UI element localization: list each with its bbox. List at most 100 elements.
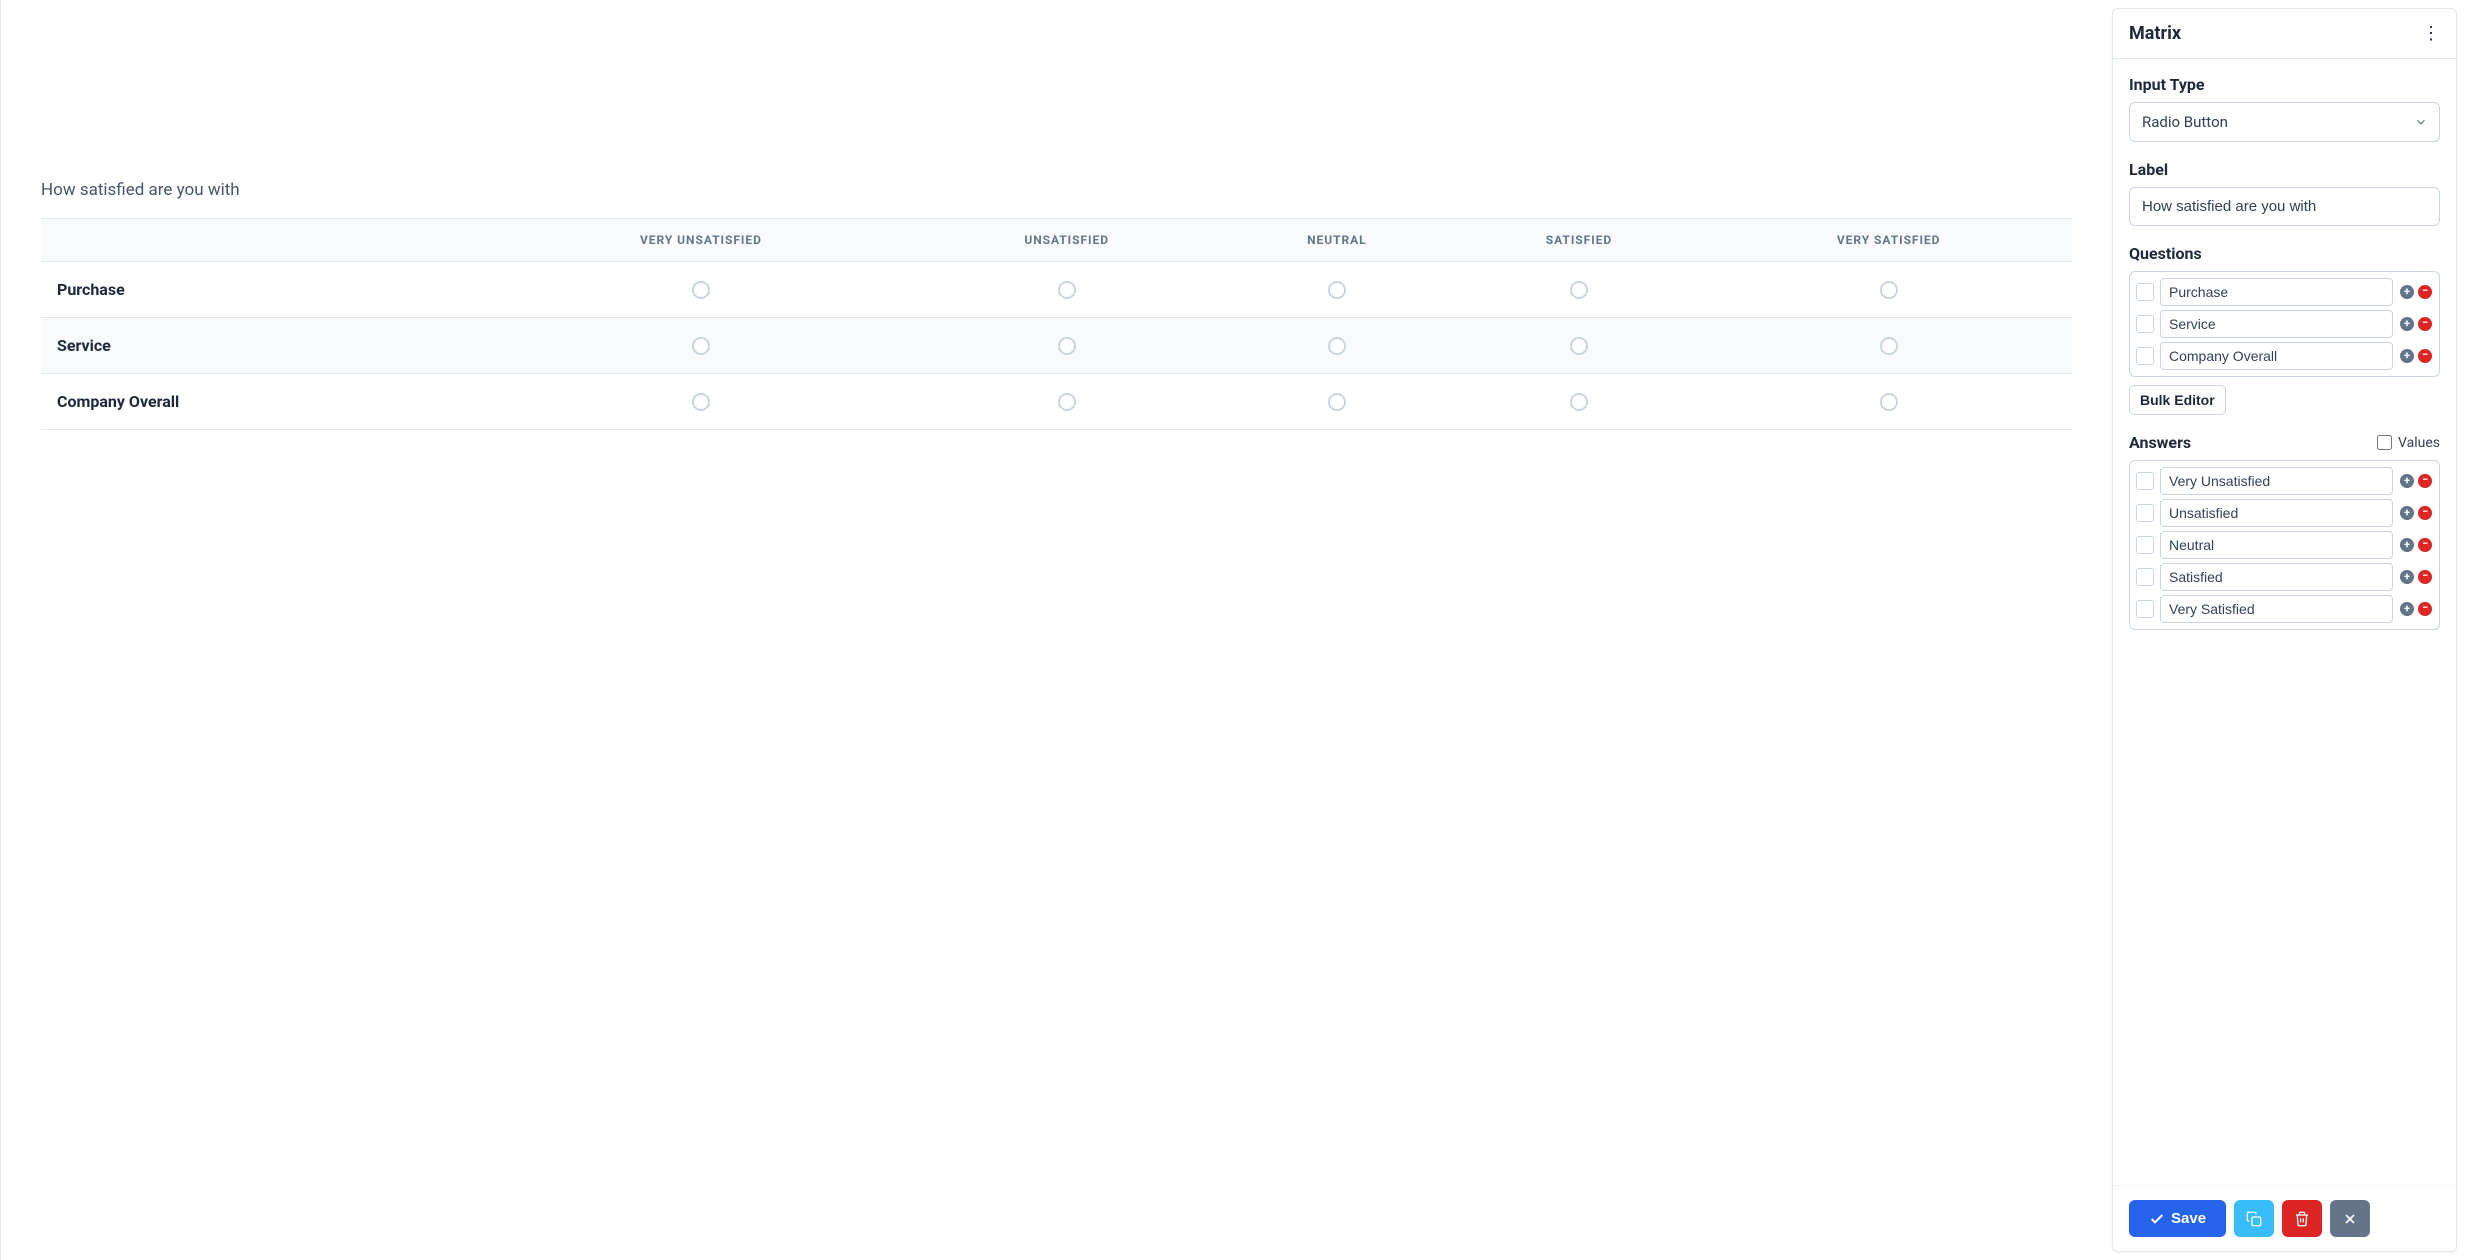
answer-input[interactable] (2160, 595, 2393, 623)
questions-list: + − + − (2129, 271, 2440, 377)
question-row: + − (2136, 278, 2433, 306)
radio-option[interactable] (1570, 281, 1588, 299)
answer-input[interactable] (2160, 563, 2393, 591)
add-row-button[interactable]: + (2399, 505, 2415, 521)
answers-list: + − + − (2129, 460, 2440, 630)
col-header: UNSATISFIED (912, 219, 1221, 262)
add-row-button[interactable]: + (2399, 284, 2415, 300)
remove-row-button[interactable]: − (2417, 284, 2433, 300)
question-input[interactable] (2160, 310, 2393, 338)
questions-group: Questions + − + (2129, 244, 2440, 415)
radio-option[interactable] (1058, 393, 1076, 411)
remove-row-button[interactable]: − (2417, 505, 2433, 521)
more-options-icon[interactable]: ⋮ (2422, 25, 2440, 43)
properties-panel: Matrix ⋮ Input Type Radio Button Label Q… (2112, 8, 2457, 1252)
values-checkbox-wrap[interactable]: Values (2377, 435, 2440, 451)
remove-row-button[interactable]: − (2417, 348, 2433, 364)
panel-header: Matrix ⋮ (2113, 9, 2456, 59)
answer-input[interactable] (2160, 531, 2393, 559)
close-button[interactable] (2330, 1200, 2370, 1237)
duplicate-button[interactable] (2234, 1200, 2274, 1237)
values-checkbox[interactable] (2377, 435, 2392, 450)
row-label: Service (41, 318, 490, 374)
radio-option[interactable] (1328, 393, 1346, 411)
remove-row-button[interactable]: − (2417, 473, 2433, 489)
row-label: Purchase (41, 262, 490, 318)
col-header: VERY SATISFIED (1705, 219, 2072, 262)
answer-row: + − (2136, 595, 2433, 623)
copy-icon (2246, 1211, 2262, 1227)
answer-input[interactable] (2160, 467, 2393, 495)
question-input[interactable] (2160, 342, 2393, 370)
save-button-label: Save (2171, 1210, 2206, 1227)
drag-handle[interactable] (2136, 600, 2154, 618)
col-header: NEUTRAL (1221, 219, 1453, 262)
radio-option[interactable] (1570, 393, 1588, 411)
remove-row-button[interactable]: − (2417, 316, 2433, 332)
check-icon (2149, 1211, 2165, 1227)
questions-label: Questions (2129, 244, 2440, 263)
add-row-button[interactable]: + (2399, 348, 2415, 364)
values-checkbox-label: Values (2398, 435, 2440, 451)
radio-option[interactable] (1880, 281, 1898, 299)
radio-option[interactable] (692, 281, 710, 299)
drag-handle[interactable] (2136, 472, 2154, 490)
add-row-button[interactable]: + (2399, 473, 2415, 489)
row-header-empty (41, 219, 490, 262)
radio-option[interactable] (1880, 337, 1898, 355)
label-field-label: Label (2129, 160, 2440, 179)
question-row: + − (2136, 310, 2433, 338)
answer-row: + − (2136, 563, 2433, 591)
radio-option[interactable] (1328, 281, 1346, 299)
answer-row: + − (2136, 499, 2433, 527)
drag-handle[interactable] (2136, 315, 2154, 333)
drag-handle[interactable] (2136, 347, 2154, 365)
panel-title: Matrix (2129, 23, 2181, 44)
drag-handle[interactable] (2136, 283, 2154, 301)
radio-option[interactable] (1328, 337, 1346, 355)
add-row-button[interactable]: + (2399, 537, 2415, 553)
input-type-label: Input Type (2129, 75, 2440, 94)
radio-option[interactable] (1570, 337, 1588, 355)
input-type-select[interactable]: Radio Button (2129, 102, 2440, 142)
table-row: Service (41, 318, 2072, 374)
label-input[interactable] (2129, 187, 2440, 226)
drag-handle[interactable] (2136, 568, 2154, 586)
radio-option[interactable] (692, 337, 710, 355)
question-label: How satisfied are you with (41, 180, 2072, 200)
answers-group: Answers Values + − (2129, 433, 2440, 630)
close-icon (2342, 1211, 2358, 1227)
table-row: Company Overall (41, 374, 2072, 430)
answers-label: Answers (2129, 433, 2191, 452)
row-label: Company Overall (41, 374, 490, 430)
trash-icon (2294, 1211, 2310, 1227)
col-header: SATISFIED (1453, 219, 1706, 262)
save-button[interactable]: Save (2129, 1200, 2226, 1237)
answer-row: + − (2136, 467, 2433, 495)
panel-footer: Save (2113, 1185, 2456, 1251)
drag-handle[interactable] (2136, 504, 2154, 522)
add-row-button[interactable]: + (2399, 569, 2415, 585)
remove-row-button[interactable]: − (2417, 537, 2433, 553)
bulk-editor-button[interactable]: Bulk Editor (2129, 385, 2226, 415)
delete-button[interactable] (2282, 1200, 2322, 1237)
table-row: Purchase (41, 262, 2072, 318)
label-group: Label (2129, 160, 2440, 226)
radio-option[interactable] (1058, 337, 1076, 355)
input-type-group: Input Type Radio Button (2129, 75, 2440, 142)
radio-option[interactable] (1880, 393, 1898, 411)
add-row-button[interactable]: + (2399, 316, 2415, 332)
radio-option[interactable] (692, 393, 710, 411)
radio-option[interactable] (1058, 281, 1076, 299)
remove-row-button[interactable]: − (2417, 569, 2433, 585)
survey-preview: How satisfied are you with VERY UNSATISF… (0, 0, 2112, 1260)
answers-label-row: Answers Values (2129, 433, 2440, 452)
question-input[interactable] (2160, 278, 2393, 306)
col-header: VERY UNSATISFIED (490, 219, 913, 262)
remove-row-button[interactable]: − (2417, 601, 2433, 617)
matrix-table: VERY UNSATISFIED UNSATISFIED NEUTRAL SAT… (41, 218, 2072, 430)
answer-input[interactable] (2160, 499, 2393, 527)
add-row-button[interactable]: + (2399, 601, 2415, 617)
drag-handle[interactable] (2136, 536, 2154, 554)
answer-row: + − (2136, 531, 2433, 559)
